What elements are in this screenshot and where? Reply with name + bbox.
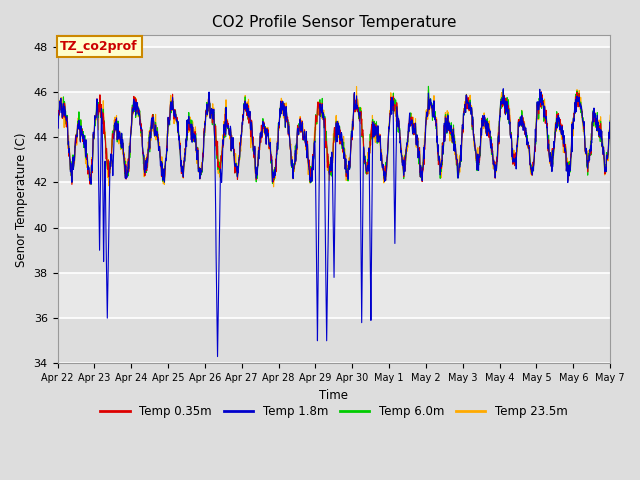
- Bar: [58, 137, 610, 182]
- Y-axis label: Senor Temperature (C): Senor Temperature (C): [15, 132, 28, 266]
- Bar: [58, 92, 610, 137]
- Bar: [58, 182, 610, 228]
- Bar: [58, 228, 610, 273]
- Title: CO2 Profile Sensor Temperature: CO2 Profile Sensor Temperature: [212, 15, 456, 30]
- Text: TZ_co2prof: TZ_co2prof: [60, 40, 138, 53]
- Bar: [58, 273, 610, 318]
- Bar: [58, 47, 610, 92]
- X-axis label: Time: Time: [319, 389, 348, 402]
- Bar: [58, 318, 610, 363]
- Legend: Temp 0.35m, Temp 1.8m, Temp 6.0m, Temp 23.5m: Temp 0.35m, Temp 1.8m, Temp 6.0m, Temp 2…: [95, 401, 572, 423]
